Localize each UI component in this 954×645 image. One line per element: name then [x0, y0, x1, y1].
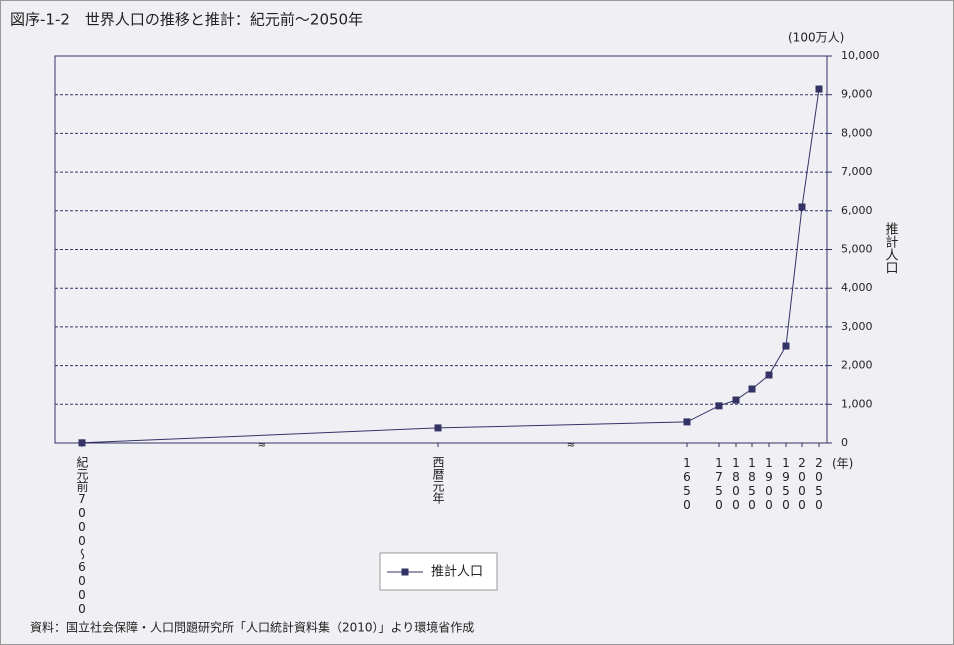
x-tick-label: 1800: [729, 456, 743, 512]
x-tick-label: 1850: [745, 456, 759, 512]
x-axis-label: (年): [832, 457, 853, 471]
y-tick-label: 10,000: [841, 49, 880, 62]
y-tick-label: 8,000: [841, 126, 873, 139]
y-tick-label: 2,000: [841, 359, 873, 372]
marker: [434, 424, 442, 432]
marker: [78, 439, 86, 447]
legend-label: 推計人口: [431, 564, 483, 580]
unit-label: (100万人): [788, 31, 844, 45]
marker: [683, 418, 691, 426]
y-tick-label: 9,000: [841, 88, 873, 101]
y-tick-label: 3,000: [841, 320, 873, 333]
y-tick-label: 7,000: [841, 165, 873, 178]
x-tick-label: 紀元前7000〜6000: [75, 456, 89, 616]
marker: [765, 371, 773, 379]
marker: [732, 396, 740, 404]
y-tick-label: 6,000: [841, 204, 873, 217]
source-note: 資料：国立社会保障・人口問題研究所「人口統計資料集（2010）」より環境省作成: [30, 620, 474, 635]
x-tick-label: 2050: [812, 456, 826, 512]
x-tick-label: 西暦元年: [431, 456, 445, 504]
x-tick-label: 2000: [795, 456, 809, 512]
marker: [748, 385, 756, 393]
y-tick-label: 5,000: [841, 243, 873, 256]
x-tick-label: 1900: [762, 456, 776, 512]
line: [81, 88, 820, 444]
axis-break: ≈: [567, 440, 575, 451]
x-tick-label: 1650: [680, 456, 694, 512]
marker: [815, 85, 823, 93]
marker: [782, 342, 790, 350]
x-tick-label: 1950: [779, 456, 793, 512]
y-tick-label: 4,000: [841, 281, 873, 294]
x-tick-label: 1750: [712, 456, 726, 512]
y-tick-label: 0: [841, 436, 848, 449]
marker: [798, 203, 806, 211]
axis-break: ≈: [258, 440, 266, 451]
y-tick-label: 1,000: [841, 397, 873, 410]
legend-marker: [401, 568, 409, 576]
y-axis-label: 推計人口: [883, 222, 899, 274]
marker: [715, 402, 723, 410]
chart-title: 図序-1-2 世界人口の推移と推計：紀元前〜2050年: [10, 11, 363, 29]
